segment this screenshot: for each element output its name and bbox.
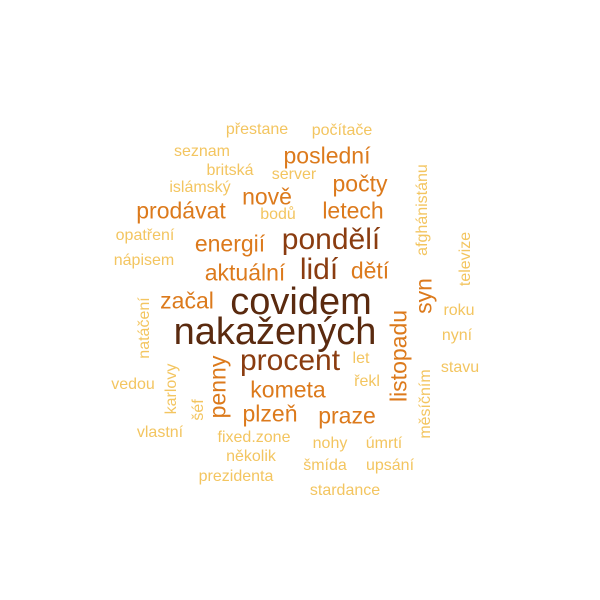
- word-upsani: upsání: [365, 457, 415, 474]
- word-opatreni: opatření: [115, 227, 175, 244]
- word-roku: roku: [443, 302, 475, 319]
- word-let: let: [352, 350, 370, 367]
- word-deti: dětí: [350, 257, 390, 284]
- word-seznam: seznam: [173, 143, 231, 160]
- word-nataceni: natáčení: [136, 297, 153, 359]
- word-posledni: poslední: [283, 142, 371, 169]
- word-stardance: stardance: [309, 482, 381, 499]
- word-fixed-zone: fixed.zone: [217, 429, 291, 446]
- word-nakazenych: nakažených: [173, 311, 377, 353]
- word-energii: energií: [194, 230, 266, 257]
- word-napisem: nápisem: [113, 252, 175, 269]
- word-lidi: lidí: [299, 253, 339, 286]
- word-rekl: řekl: [354, 373, 380, 390]
- word-covidem: covidem: [230, 281, 372, 323]
- word-penny: penny: [204, 355, 231, 419]
- word-stavu: stavu: [440, 359, 480, 376]
- word-praze: praze: [318, 402, 376, 429]
- word-letech: letech: [322, 197, 384, 224]
- word-pocitace: počítače: [311, 122, 373, 139]
- word-procent: procent: [239, 344, 341, 377]
- word-aktualni: aktuální: [204, 259, 286, 286]
- word-britska: britská: [206, 162, 254, 179]
- word-prezidenta: prezidenta: [198, 468, 274, 485]
- word-televize: televize: [457, 231, 474, 287]
- word-mesicnim: měsíčním: [417, 369, 434, 439]
- word-kometa: kometa: [250, 376, 326, 403]
- word-umrti: úmrtí: [365, 435, 403, 452]
- word-vedou: vedou: [111, 376, 155, 393]
- word-nekolik: několik: [226, 448, 276, 465]
- word-plzen: plzeň: [242, 400, 298, 427]
- word-karlovy: karlovy: [163, 363, 180, 415]
- word-zacal: začal: [160, 287, 214, 314]
- word-islamsky: islámský: [169, 179, 231, 196]
- word-nyni: nyní: [441, 327, 473, 344]
- word-syn: syn: [410, 278, 437, 314]
- word-pondeli: pondělí: [281, 223, 381, 256]
- word-bodu: bodů: [260, 206, 296, 223]
- word-prodavat: prodávat: [136, 197, 226, 224]
- word-vlastni: vlastní: [136, 424, 184, 441]
- word-listopadu: listopadu: [385, 309, 412, 403]
- word-pocty: počty: [332, 170, 388, 197]
- word-smida: šmída: [303, 457, 347, 474]
- word-afghanistanu: afghánistánu: [414, 164, 431, 256]
- word-sef: šéf: [190, 399, 207, 421]
- word-nohy: nohy: [312, 435, 348, 452]
- word-nove: nově: [242, 183, 292, 210]
- word-prestane: přestane: [225, 121, 289, 138]
- word-server: server: [271, 166, 317, 183]
